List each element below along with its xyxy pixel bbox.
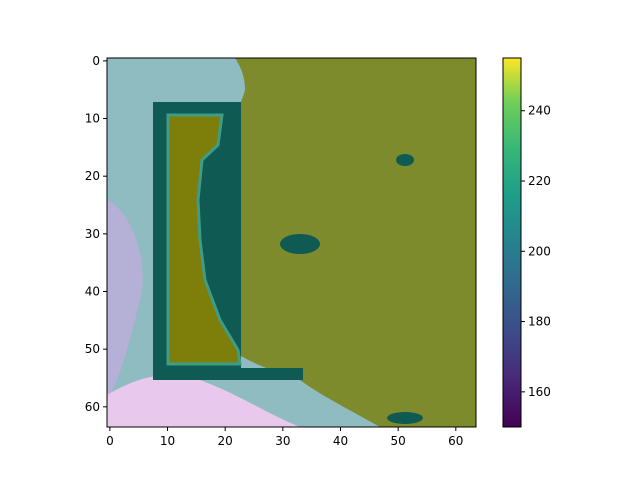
heatmap-olive-blob [198,58,476,427]
heatmap-region-bottom-left [107,375,300,427]
x-tick-label: 10 [160,434,175,448]
heatmap-region-lower-left [107,200,143,400]
y-tick-label: 10 [85,112,100,126]
y-tick-label: 60 [85,400,100,414]
colorbar-tick-label: 200 [528,244,551,258]
y-tick-label: 40 [85,285,100,299]
colorbar-tick-label: 160 [528,385,551,399]
heatmap-dark-spot [396,154,414,166]
y-tick-label: 50 [85,342,100,356]
x-tick-label: 50 [391,434,406,448]
y-tick-label: 20 [85,169,100,183]
x-tick-label: 30 [275,434,290,448]
colorbar-frame [502,57,522,428]
x-tick-label: 20 [218,434,233,448]
x-tick-label: 0 [106,434,114,448]
heatmap-dark-spot [387,412,423,424]
x-axis: 0 10 20 30 40 50 60 [106,427,463,448]
colorbar-tick-label: 180 [528,315,551,329]
colorbar [503,58,521,427]
heatmap-rectangle-bottom-edge [153,368,303,380]
heatmap-dark-spot [280,234,320,254]
colorbar-tick-label: 240 [528,104,551,118]
heatmap-image [107,58,476,427]
y-tick-label: 0 [92,54,100,68]
colorbar-tick-label: 220 [528,174,551,188]
y-axis: 0 10 20 30 40 50 60 [85,54,107,414]
colorbar-axis: 160 180 200 220 240 [521,104,551,399]
x-tick-label: 60 [448,434,463,448]
heatmap-rectangle-fill [166,113,242,366]
x-tick-label: 40 [333,434,348,448]
heatmap-frame [106,57,477,428]
y-tick-label: 30 [85,227,100,241]
